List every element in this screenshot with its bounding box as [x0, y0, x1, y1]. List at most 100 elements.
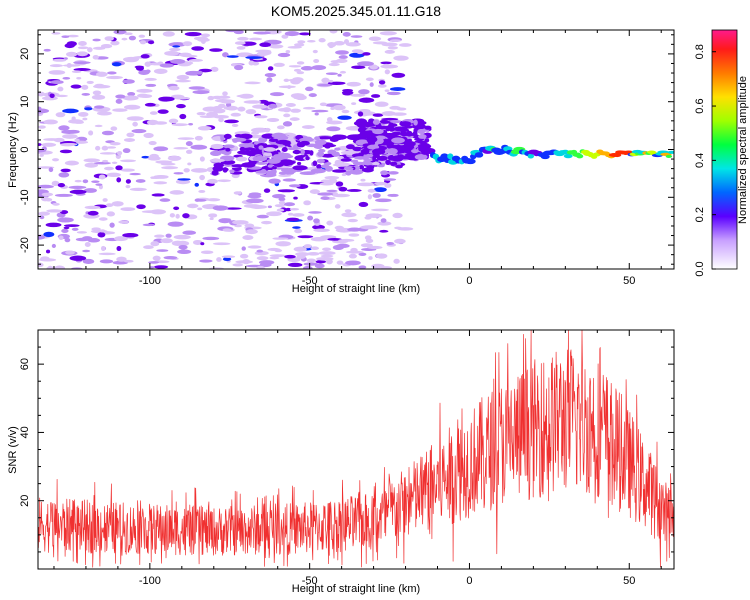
spectrogram-cell: [124, 58, 138, 63]
spectrogram-cell: [288, 65, 302, 68]
spectrogram-cell: [266, 158, 281, 164]
colorbar-tick-label: 0.2: [694, 207, 706, 222]
spectrogram-cell: [95, 145, 101, 151]
spectrogram-cell: [55, 94, 68, 98]
spectrogram-cell: [153, 146, 169, 152]
spectrogram-cell: [389, 39, 402, 42]
spectrogram-cell: [389, 193, 399, 197]
spectrogram-cell: [168, 42, 187, 47]
spectrogram-cell: [217, 179, 231, 183]
spectrogram-cell: [350, 159, 359, 163]
spectrogram-cell: [112, 108, 128, 112]
spectrogram-cell: [247, 245, 262, 249]
spectrogram-cell: [98, 252, 116, 256]
spectrogram-cell: [97, 232, 106, 238]
spectrogram-cell: [63, 224, 80, 227]
spectrogram-cell: [199, 115, 217, 118]
spectrogram-cell: [372, 161, 380, 166]
spectrogram-cell: [226, 106, 238, 111]
spectrogram-cell: [102, 198, 108, 202]
spectrogram-cell: [261, 220, 272, 225]
spectrogram-cell: [197, 207, 203, 211]
spectrogram-cell: [182, 41, 193, 47]
spectrogram-cell: [55, 112, 66, 118]
spectrogram-cell: [169, 190, 185, 195]
spectrogram-cell: [393, 55, 409, 61]
spectrogram-cell: [283, 113, 291, 118]
spectrogram-cell: [99, 152, 116, 155]
spectrogram-cell: [303, 136, 313, 142]
spectrogram-cell: [187, 203, 199, 209]
spectrogram-cell: [396, 107, 407, 111]
spectrogram-cell: [252, 104, 268, 109]
colorbar-ticks: 0.0 0.2 0.4 0.6 0.8: [694, 44, 716, 277]
spectrogram-cell: [337, 115, 352, 120]
spectrogram-cell: [236, 46, 246, 50]
spectrogram-cell: [292, 165, 308, 171]
spectrogram-cell: [146, 119, 159, 126]
spectrogram-cell: [82, 179, 89, 184]
spectrogram-cell: [269, 254, 287, 258]
spectrogram-cell: [41, 192, 54, 197]
spectrogram-cell: [267, 205, 272, 209]
spectrogram-cell: [322, 247, 332, 252]
spectrogram-cell: [245, 56, 263, 59]
spectrogram-cell: [225, 102, 232, 108]
spectrogram-cell: [58, 235, 64, 241]
spectrogram-cell: [209, 158, 225, 163]
spectrogram-cell: [122, 148, 131, 154]
spectrogram-cell: [212, 165, 224, 172]
spectrogram-cell: [158, 96, 175, 102]
spectrogram-cell: [348, 253, 357, 259]
spectrogram-cell: [172, 45, 180, 48]
spectrogram-cell: [232, 263, 244, 267]
spectrogram-cell: [563, 153, 573, 159]
spectrogram-cell: [414, 140, 428, 144]
spectrogram-cell: [177, 137, 195, 140]
spectrogram-cell: [356, 182, 375, 187]
spectrogram-cell: [261, 165, 278, 171]
spectrogram-cell: [207, 95, 215, 101]
spectrogram-cell: [96, 111, 112, 116]
spectrogram-cell: [346, 81, 361, 87]
spectrogram-cell: [199, 174, 205, 181]
spectrogram-cell: [49, 64, 64, 68]
spectrogram-cell: [328, 79, 334, 83]
colorbar-tick-label: 0.6: [694, 98, 706, 113]
spectrogram-cell: [365, 77, 374, 82]
spectrogram-cell: [317, 83, 333, 87]
spectrogram-cell: [341, 109, 350, 114]
spectrogram-cell: [387, 171, 399, 175]
spectrogram-cell: [197, 125, 212, 131]
spectrogram-cell: [123, 259, 134, 263]
chart-title: KOM5.2025.345.01.11.G18: [271, 3, 441, 19]
spectrogram-cell: [301, 125, 315, 129]
spectrogram-cell: [375, 149, 384, 154]
spectrogram-cell: [243, 100, 262, 104]
spectrogram-cell: [197, 38, 210, 42]
spectrogram-cell: [296, 71, 305, 75]
spectrogram-cell: [67, 34, 79, 38]
spectrogram-cell: [104, 36, 114, 41]
spectrogram-cell: [293, 196, 298, 200]
spectrogram-cell: [157, 109, 169, 114]
spectrogram-cell: [294, 228, 303, 234]
spectrogram-cell: [317, 151, 325, 157]
spectrogram-cell: [195, 70, 203, 75]
spectrogram-cell: [222, 228, 232, 232]
spectrogram-cell: [231, 123, 239, 128]
spectrogram-cell: [69, 255, 87, 261]
spectrogram-cell: [292, 149, 301, 155]
spectrogram-cell: [348, 233, 360, 237]
spectrogram-cell: [176, 74, 190, 81]
spectrogram-cell: [269, 44, 284, 49]
spectrogram-cell: [374, 181, 388, 186]
spectrogram-cell: [129, 172, 141, 176]
spectrogram-cell: [38, 211, 50, 216]
spectrogram-cell: [84, 188, 97, 193]
spectrogram-cell: [188, 58, 204, 62]
spectrogram-cell: [286, 217, 300, 222]
spectrogram-cell: [192, 239, 203, 245]
spectrogram-cell: [357, 61, 374, 67]
spectrogram-cell: [331, 151, 340, 157]
